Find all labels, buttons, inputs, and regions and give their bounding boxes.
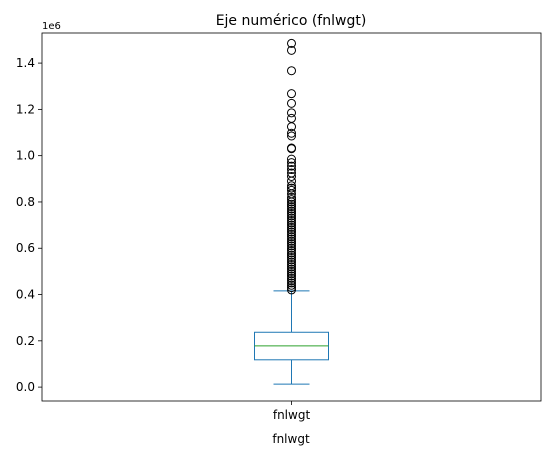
- y-tick-label: 0.0: [16, 380, 35, 394]
- outlier-point: [287, 122, 296, 132]
- outlier-point: [287, 165, 296, 175]
- y-axis: 0.0 0.2 0.4 0.6 0.8 1.0 1.2 1.4: [16, 56, 42, 394]
- outlier-point: [287, 144, 296, 154]
- outlier-point: [287, 66, 296, 76]
- outlier-point: [287, 195, 296, 205]
- outlier-point: [287, 269, 296, 279]
- outlier-point: [287, 161, 296, 171]
- outlier-point: [287, 250, 296, 260]
- outlier-point: [287, 171, 296, 181]
- outlier-point: [287, 276, 296, 286]
- outlier-point: [287, 285, 296, 295]
- y-tick-label: 0.2: [16, 334, 35, 348]
- outlier-point: [287, 45, 296, 55]
- chart-title: Eje numérico (fnlwgt): [216, 13, 367, 29]
- outlier-point: [287, 215, 296, 225]
- outlier-point: [287, 236, 296, 246]
- x-axis-label: fnlwgt: [272, 432, 310, 446]
- outlier-point: [287, 229, 296, 239]
- outlier-point: [287, 248, 296, 258]
- outlier-point: [287, 183, 296, 193]
- outlier-point: [287, 113, 296, 123]
- outlier-point: [287, 234, 296, 244]
- outlier-point: [287, 241, 296, 251]
- outlier-point: [287, 262, 296, 272]
- outlier-point: [287, 257, 296, 267]
- outlier-point: [287, 98, 296, 108]
- outlier-point: [287, 222, 296, 232]
- outlier-point: [287, 128, 296, 138]
- outlier-point: [287, 271, 296, 281]
- x-axis: fnlwgt: [273, 401, 311, 422]
- outlier-point: [287, 243, 296, 253]
- x-tick-label: fnlwgt: [273, 408, 311, 422]
- outlier-point: [287, 89, 296, 99]
- outlier-point: [287, 202, 296, 212]
- outlier-point: [287, 227, 296, 237]
- outlier-point: [287, 206, 296, 216]
- outlier-point: [287, 154, 296, 164]
- y-axis-scale-label: 1e6: [42, 21, 61, 32]
- outlier-point: [287, 197, 296, 207]
- outlier-point: [287, 209, 296, 219]
- outlier-point: [287, 264, 296, 274]
- y-tick-label: 0.6: [16, 241, 35, 255]
- outlier-point: [287, 204, 296, 214]
- outlier-point: [287, 213, 296, 223]
- outlier-point: [287, 199, 296, 209]
- y-tick-label: 1.0: [16, 149, 35, 163]
- outlier-point: [287, 225, 296, 235]
- outlier-point: [287, 220, 296, 230]
- outlier-point: [287, 158, 296, 168]
- outlier-point: [287, 246, 296, 256]
- y-tick-label: 1.4: [16, 56, 35, 70]
- outlier-point: [287, 108, 296, 118]
- y-tick-label: 1.2: [16, 102, 35, 116]
- outlier-point: [287, 283, 296, 293]
- outlier-point: [287, 253, 296, 263]
- outlier-point: [287, 232, 296, 242]
- outlier-point: [287, 211, 296, 221]
- outlier-point: [287, 192, 296, 202]
- outlier-point: [287, 280, 296, 290]
- y-tick-label: 0.4: [16, 288, 35, 302]
- outlier-point: [287, 273, 296, 283]
- outlier-point: [287, 239, 296, 249]
- plot-area: [41, 32, 542, 402]
- outlier-point: [287, 185, 296, 195]
- outlier-point: [287, 38, 296, 48]
- outlier-point: [287, 218, 296, 228]
- outlier-point: [287, 131, 296, 141]
- y-tick-label: 0.8: [16, 195, 35, 209]
- outlier-point: [287, 278, 296, 288]
- outlier-point: [287, 259, 296, 269]
- outlier-point: [287, 255, 296, 265]
- outlier-point: [287, 266, 296, 276]
- outlier-point: [287, 176, 296, 186]
